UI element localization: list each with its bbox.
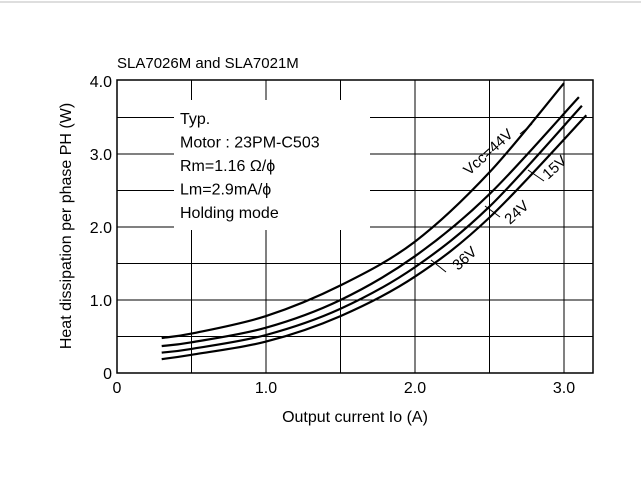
curves <box>161 82 588 361</box>
curve-label-leader-0 <box>519 123 533 135</box>
x-tick-label: 3.0 <box>553 380 575 397</box>
y-tick-label: 2.0 <box>90 220 112 237</box>
x-tick-label: 1.0 <box>255 380 277 397</box>
curve-line-1 <box>161 96 580 348</box>
y-axis-label: Heat dissipation per phase PH (W) <box>58 103 75 349</box>
y-tick-label: 1.0 <box>90 293 112 310</box>
curve-label-leader-2 <box>484 205 501 218</box>
curve-label-leader-1 <box>430 259 447 273</box>
annotation-line: Typ. <box>180 111 210 128</box>
annotation-background <box>174 100 370 230</box>
curve-label-3: 15V <box>539 152 570 183</box>
curve-label-leader-3 <box>527 169 545 182</box>
curve-line-2 <box>161 105 583 354</box>
curve-line-0 <box>161 82 565 340</box>
annotation-line: Rm=1.16 Ω/ϕ <box>180 158 275 175</box>
curve-line-3 <box>161 114 588 361</box>
annotation-line: Motor : 23PM-C503 <box>180 135 320 152</box>
annotation-line: Lm=2.9mA/ϕ <box>180 182 271 199</box>
x-axis-label: Output current Io (A) <box>282 409 428 426</box>
annotation-box: Typ. Motor : 23PM-C503 Rm=1.16 Ω/ϕ Lm=2.9mA… <box>180 111 320 222</box>
annotation-line: Holding mode <box>180 205 279 222</box>
y-tick-label: 0 <box>103 366 112 383</box>
ticks: 0 1.0 2.0 3.0 0 1.0 2.0 3.0 4.0 <box>90 74 575 397</box>
y-tick-label: 3.0 <box>90 147 112 164</box>
x-tick-label: 0 <box>113 380 122 397</box>
x-tick-label: 2.0 <box>404 380 426 397</box>
y-tick-label: 4.0 <box>90 74 112 91</box>
chart-title: SLA7026M and SLA7021M <box>117 55 299 72</box>
